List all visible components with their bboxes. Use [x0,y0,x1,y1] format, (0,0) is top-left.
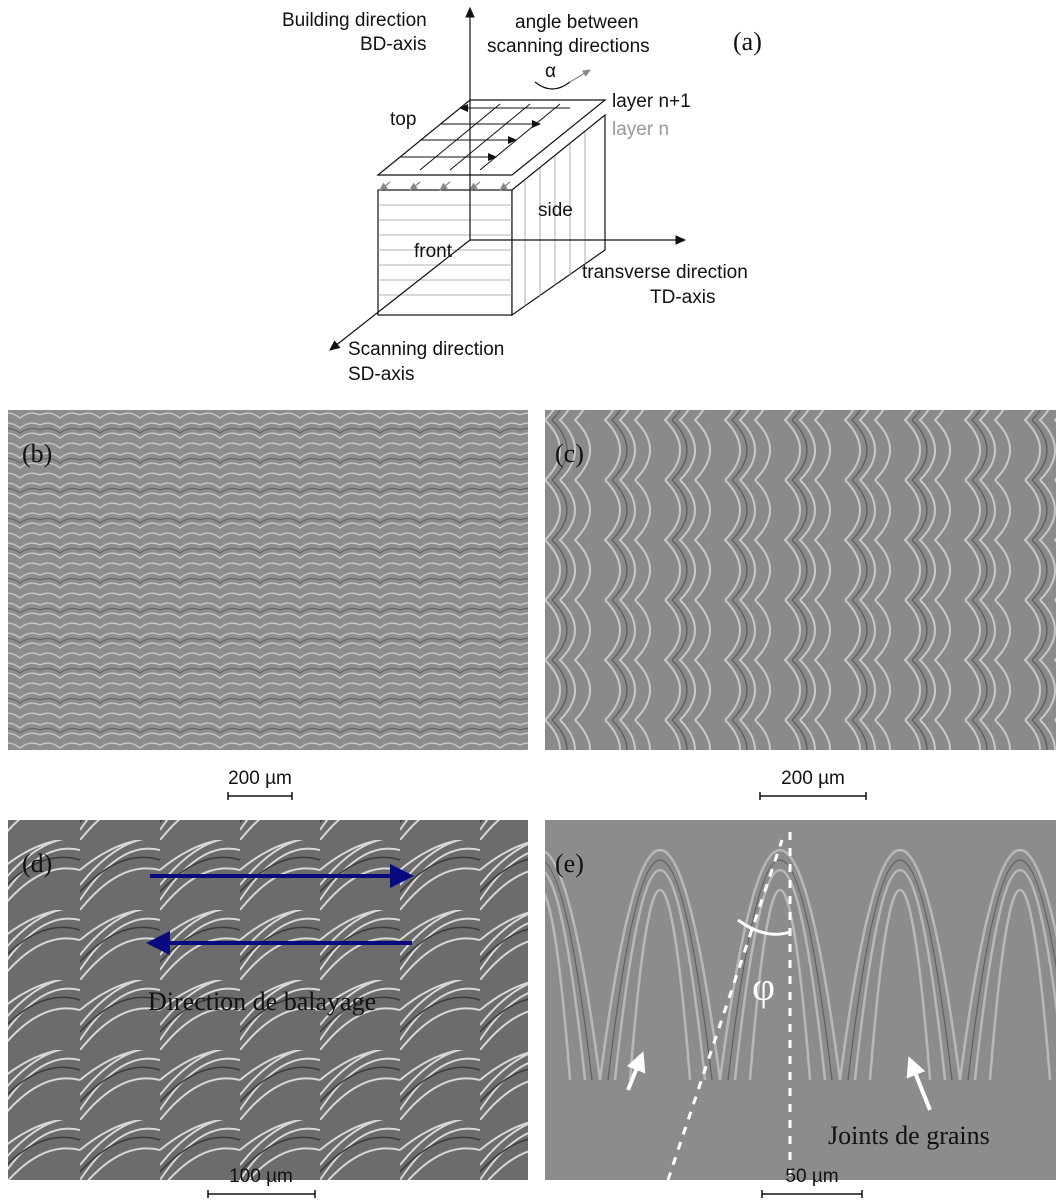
scale-bar [228,792,292,800]
label: Scanning direction [348,339,504,360]
label: side [538,200,573,221]
label: BD-axis [360,34,427,55]
panel-label: (b) [22,439,52,468]
alpha-arrow [570,70,590,82]
figure: Building direction BD-axis angle between… [0,0,1056,1204]
label: angle between [515,12,639,33]
label: top [390,109,416,130]
scale-label: 50 µm [785,1166,838,1187]
label: layer n [612,119,669,140]
panel-label: (a) [733,27,762,56]
scale-bar [762,1190,862,1198]
micrograph-b [8,410,528,750]
label: SD-axis [348,364,415,385]
diagram-a [330,8,685,350]
label: Building direction [282,10,427,31]
micrograph-c [545,410,1056,750]
label: front [414,241,453,262]
label: TD-axis [650,287,715,308]
label: scanning directions [487,36,650,57]
scale-bar [208,1190,315,1198]
annotation: Direction de balayage [148,987,376,1016]
scale-label: 200 µm [781,768,845,789]
label: layer n+1 [612,91,691,112]
angle-label: φ [752,964,775,1009]
label: transverse direction [582,262,748,283]
panel-label: (c) [555,439,584,468]
panel-label: (d) [22,849,52,878]
scale-bar [760,792,866,800]
panel-label: (e) [555,849,584,878]
scale-label: 100 µm [229,1166,293,1187]
layer-n-arrows [380,182,510,190]
annotation: Joints de grains [828,1121,990,1150]
label: α [545,61,556,82]
scale-label: 200 µm [228,768,292,789]
alpha-arc [535,82,570,89]
page: Building direction BD-axis angle between… [0,0,1056,1204]
